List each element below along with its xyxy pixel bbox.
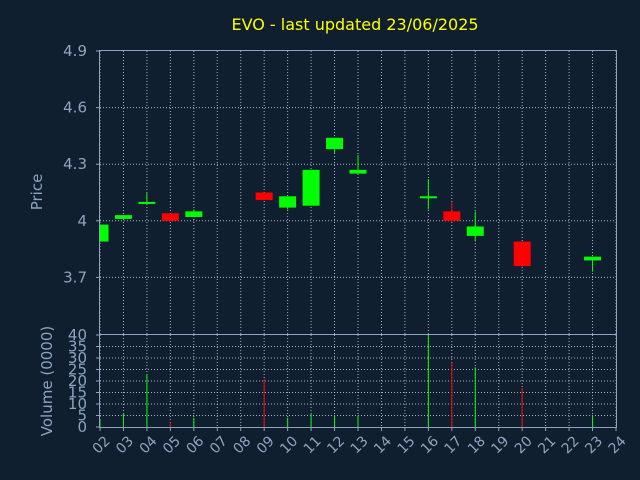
volume-y-tick-label: 40 xyxy=(68,326,87,344)
volume-y-tick-label: 25 xyxy=(68,361,87,379)
x-tick-label: 04 xyxy=(137,433,161,457)
candle-body xyxy=(349,169,367,174)
x-tick-label: 19 xyxy=(488,433,512,457)
volume-y-tick-label: 20 xyxy=(68,372,87,390)
x-axis-label: Day xyxy=(333,459,361,475)
price-y-axis: 4.9 4.6 4.3 4 3.7 xyxy=(63,42,100,286)
candle-body xyxy=(185,211,203,218)
price-panel: 4.9 4.6 4.3 4 3.7 Price xyxy=(28,42,617,335)
candle-body xyxy=(513,241,531,267)
candle-body xyxy=(255,192,273,201)
price-y-tick-label: 4.6 xyxy=(63,99,87,117)
x-tick-label: 21 xyxy=(535,433,559,457)
x-tick-label: 12 xyxy=(324,433,348,457)
x-tick-label: 06 xyxy=(184,433,208,457)
chart-title: EVO - last updated 23/06/2025 xyxy=(231,15,478,34)
candle-body xyxy=(100,224,109,242)
volume-y-tick-label: 30 xyxy=(68,349,87,367)
candle-body xyxy=(419,196,437,199)
x-tick-label: 08 xyxy=(230,433,254,457)
x-tick-label: 10 xyxy=(277,433,301,457)
volume-bars xyxy=(99,335,594,427)
x-tick-label: 02 xyxy=(90,433,114,457)
price-y-tick-label: 4.3 xyxy=(63,155,87,173)
price-y-tick-label: 4.9 xyxy=(63,42,87,60)
candle-body xyxy=(138,201,156,204)
x-tick-label: 24 xyxy=(606,433,630,457)
candles xyxy=(99,137,602,272)
x-axis: 02 03 04 05 06 07 08 09 10 11 12 13 14 15 16 17 18 19 20 21… xyxy=(90,427,630,457)
x-tick-label: 07 xyxy=(207,433,231,457)
candle-body xyxy=(466,226,484,236)
price-y-tick-label: 4 xyxy=(77,212,87,230)
candle-body xyxy=(584,256,602,261)
candle-body xyxy=(302,169,320,206)
volume-y-tick-label: 15 xyxy=(68,384,87,402)
x-tick-label: 09 xyxy=(254,433,278,457)
x-tick-label: 13 xyxy=(348,433,372,457)
volume-grid xyxy=(99,335,617,427)
volume-axis-label: Volume (0000) xyxy=(38,326,56,436)
x-tick-label: 18 xyxy=(465,433,489,457)
x-tick-label: 05 xyxy=(160,433,184,457)
x-tick-label: 16 xyxy=(418,433,442,457)
candle-body xyxy=(114,215,132,219)
x-tick-label: 22 xyxy=(559,433,583,457)
volume-y-tick-label: 5 xyxy=(77,407,87,425)
candle-body xyxy=(443,211,461,221)
x-tick-label: 14 xyxy=(371,433,395,457)
x-tick-label: 23 xyxy=(582,433,606,457)
volume-y-tick-label: 0 xyxy=(77,418,87,436)
x-tick-label: 15 xyxy=(395,433,419,457)
x-tick-label: 11 xyxy=(301,433,325,457)
x-tick-label: 03 xyxy=(113,433,137,457)
volume-y-tick-label: 35 xyxy=(68,338,87,356)
x-tick-label: 20 xyxy=(512,433,536,457)
candle-body xyxy=(326,137,344,150)
price-axis-label: Price xyxy=(28,174,46,211)
candle-body xyxy=(279,196,297,208)
candle-body xyxy=(161,213,179,221)
price-y-tick-label: 3.7 xyxy=(63,268,87,286)
volume-y-tick-label: 10 xyxy=(68,395,87,413)
price-grid xyxy=(99,51,617,334)
x-tick-label: 17 xyxy=(442,433,466,457)
